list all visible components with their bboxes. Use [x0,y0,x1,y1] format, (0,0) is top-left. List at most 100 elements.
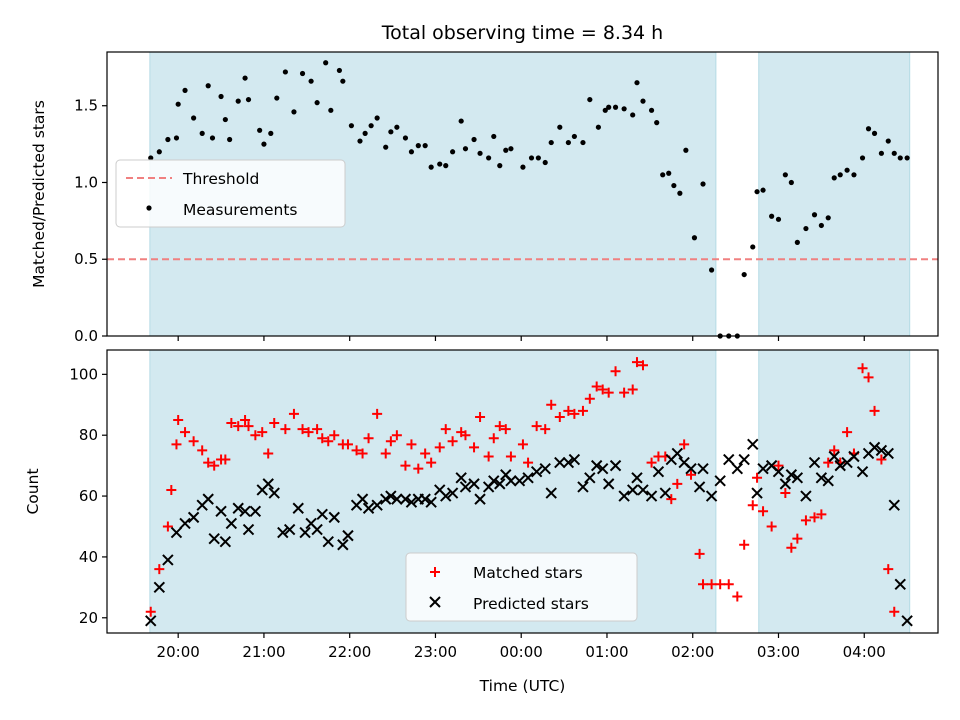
data-point [602,107,608,113]
data-point [268,487,280,499]
data-point [205,83,211,89]
x-tick-label: 20:00 [157,643,200,661]
data-point [612,104,619,110]
data-point [723,579,734,590]
data-point [714,475,726,487]
legend-measurements-swatch [146,205,152,211]
data-point [634,80,640,86]
data-point [385,436,396,447]
data-point [754,189,760,195]
data-point [400,460,411,471]
data-point [351,445,362,456]
data-point [739,539,750,550]
data-point [671,447,684,460]
data-point [800,490,812,502]
data-point [700,181,706,187]
y-axis-title-ratio: Matched/Predicted stars [30,100,48,288]
data-point [356,493,369,505]
data-point [568,453,581,466]
data-point [497,163,503,169]
data-point [535,155,541,161]
data-point [505,475,517,487]
y-tick-label: 20 [79,609,98,627]
data-point [372,408,383,419]
x-tick-label: 21:00 [242,643,285,661]
data-point [340,78,346,84]
data-point [323,60,329,66]
data-point [889,606,900,617]
data-point [520,164,526,170]
data-point [291,109,297,115]
data-point [145,615,157,627]
data-point [569,408,580,419]
data-point [460,430,471,441]
data-point [571,133,577,140]
data-point [548,139,554,146]
y-tick-label: 40 [79,548,98,566]
data-point [693,481,706,493]
axes-frame [106,51,939,337]
data-point [426,457,437,468]
legend-count: Matched stars Predicted stars [405,552,638,622]
data-point [904,155,910,161]
data-point [303,427,314,438]
data-point [399,493,412,505]
data-point [809,512,820,523]
data-point [280,424,291,435]
legend-predicted-swatch [429,596,441,608]
data-point [447,436,458,447]
data-point [329,430,340,441]
data-point [317,433,328,444]
data-point [374,115,380,121]
data-point [825,215,831,221]
data-point [856,466,869,478]
data-point [901,615,913,627]
data-point [342,529,354,542]
data-point [235,98,241,104]
data-point [875,444,888,457]
y-tick-label: 100 [69,365,98,383]
data-point [848,450,860,463]
data-point [741,271,747,278]
data-point [590,459,603,472]
data-point [173,414,184,425]
data-point [863,372,874,383]
data-point [694,548,705,559]
data-point [591,381,602,392]
data-point [491,133,497,140]
data-point [876,454,887,465]
data-point [618,490,630,502]
data-point [865,126,872,132]
data-point [486,155,492,161]
data-point [243,421,254,432]
data-point [708,267,715,273]
data-point [891,150,897,156]
data-point [554,411,565,422]
data-point [732,591,743,602]
x-tick-label: 00:00 [500,643,543,661]
data-point [747,500,758,511]
data-point [505,451,516,462]
y-tick-label: 80 [79,426,98,444]
data-point [394,124,400,130]
data-point [420,448,431,459]
data-point [171,439,182,450]
data-point [462,146,469,152]
data-point [640,98,646,104]
data-point [219,536,232,548]
data-point [672,478,683,489]
data-point [455,472,467,484]
data-point [823,457,834,468]
data-point [751,487,763,499]
data-point [357,448,368,459]
data-point [450,149,456,155]
y-tick-label: 0.5 [74,250,98,268]
data-point [747,438,759,451]
data-point [580,139,586,146]
data-point [837,172,843,178]
data-point [368,123,374,129]
data-point [788,179,794,186]
data-point [503,147,509,153]
data-point [815,472,828,484]
data-point [336,67,343,74]
